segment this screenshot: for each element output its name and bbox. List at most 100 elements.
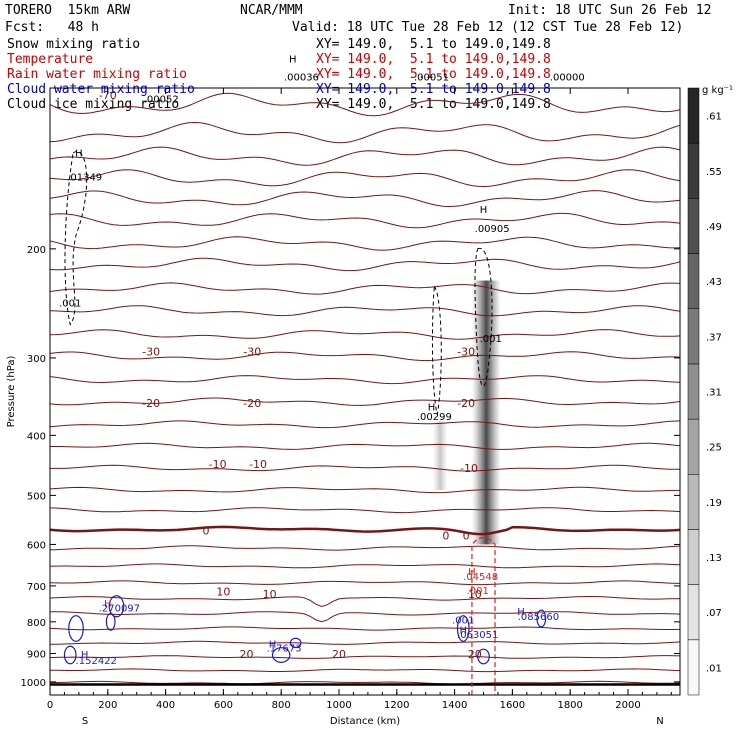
- isotherm-line: [50, 397, 680, 406]
- isotherm-line: [50, 236, 680, 251]
- x-tick-label: 1400: [442, 700, 467, 711]
- extremum-label: .001: [467, 586, 489, 597]
- extremum-label: .01349: [67, 172, 102, 183]
- colorbar-segment: [687, 639, 700, 696]
- isotherm-line: [50, 305, 680, 317]
- isotherm-line: [50, 190, 680, 208]
- isotherm-label: 0: [463, 529, 470, 542]
- isotherm-line: [50, 626, 680, 631]
- cloud-water-contour: [289, 637, 302, 649]
- isotherm-line: [50, 442, 680, 450]
- isotherm-line: [50, 121, 680, 144]
- model-label: TORERO 15km ARW: [5, 3, 131, 18]
- field-snow-name: Snow mixing ratio: [7, 37, 141, 52]
- center-label: NCAR/MMM: [240, 3, 303, 18]
- isotherm-line: [50, 655, 680, 659]
- colorbar-segment: [687, 363, 700, 420]
- x-tick-label: 2000: [615, 700, 640, 711]
- x-tick-label: 200: [98, 700, 117, 711]
- extremum-label: .00000: [550, 73, 585, 84]
- field-temp-name: Temperature: [7, 52, 94, 67]
- colorbar-segment: [687, 142, 700, 199]
- extremum-label: H: [517, 607, 525, 618]
- isotherm-label: -30: [243, 346, 261, 359]
- isotherm-line: [50, 545, 680, 551]
- colorbar-label: .31: [706, 388, 722, 399]
- extremum-label: .001: [480, 334, 502, 345]
- colorbar-segment: [687, 308, 700, 365]
- fcst-label: Fcst: 48 h: [5, 20, 99, 35]
- field-snow-xy: XY= 149.0, 5.1 to 149.0,149.8: [316, 37, 551, 52]
- isotherm-label: 0: [203, 525, 210, 538]
- isotherm-line: [50, 169, 680, 188]
- colorbar-label: .19: [706, 498, 722, 509]
- colorbar-label: .07: [706, 608, 722, 619]
- extremum-label: H: [81, 650, 89, 661]
- extremum-label: H: [104, 599, 112, 610]
- extremum-label: .17673: [267, 643, 302, 654]
- snow-shading-secondary: [432, 421, 448, 490]
- isotherm-line: [50, 668, 680, 673]
- colorbar-label: .43: [706, 277, 722, 288]
- isotherm-label: 10: [468, 588, 482, 601]
- isotherm-line: [50, 580, 680, 586]
- extremum-label: H: [269, 639, 277, 650]
- extremum-label: .085660: [518, 612, 559, 623]
- isotherm-line: [50, 212, 680, 229]
- colorbar-label: .55: [706, 167, 722, 178]
- y-tick-label: 600: [27, 540, 46, 551]
- extremum-label: .00052: [144, 94, 179, 105]
- isotherm-label: -20: [142, 397, 160, 410]
- colorbar-label: .37: [706, 332, 722, 343]
- colorbar-label: .01: [706, 663, 722, 674]
- isotherm-label: 20: [332, 648, 346, 661]
- colorbar-segment: [687, 253, 700, 309]
- isotherm-line: [50, 92, 680, 117]
- colorbar-label: .49: [706, 222, 722, 233]
- colorbar-segment: [687, 529, 700, 585]
- x-tick-label: 800: [272, 700, 291, 711]
- isotherm-label: -20: [457, 397, 475, 410]
- colorbar-units: g kg⁻¹: [702, 85, 733, 96]
- isotherm-label: -70: [99, 89, 117, 102]
- isotherm-line: [50, 282, 680, 295]
- colorbar-label: .13: [706, 553, 722, 564]
- extremum-label: .00905: [475, 224, 510, 235]
- isotherm-line: [50, 611, 680, 623]
- y-axis-label: Pressure (hPa): [6, 356, 17, 428]
- cloud-water-contour: [63, 645, 77, 665]
- isotherm-line: [50, 525, 680, 536]
- isotherm-line: [50, 640, 680, 645]
- cloud-water-contour: [271, 647, 291, 663]
- extremum-label: .00299: [417, 412, 452, 423]
- extremum-label: H: [459, 625, 467, 636]
- isotherm-line: [50, 596, 680, 608]
- y-tick-label: 800: [27, 618, 46, 629]
- extremum-label: .152422: [76, 656, 117, 667]
- isotherm-label: -30: [142, 346, 160, 359]
- y-tick-label: 200: [27, 245, 46, 256]
- x-tick-label: 0: [47, 700, 53, 711]
- valid-label: Valid: 18 UTC Tue 28 Feb 12 (12 CST Tue …: [292, 20, 684, 35]
- field-ice-name: Cloud ice mixing ratio: [7, 97, 180, 112]
- cloud-ice-contour: [431, 285, 442, 415]
- extremum-label: H: [289, 54, 297, 65]
- field-temp-xy: XY= 149.0, 5.1 to 149.0,149.8: [316, 52, 551, 67]
- cloud-ice-contour: [474, 248, 493, 387]
- y-tick-label: 300: [27, 354, 46, 365]
- colorbar-segment: [687, 584, 700, 641]
- colorbar-label: .25: [706, 443, 722, 454]
- isotherm-label: 20: [240, 648, 254, 661]
- isotherm-label: 0: [442, 529, 449, 542]
- extremum-label: H: [480, 205, 488, 216]
- colorbar-segment: [687, 418, 700, 475]
- extremum-label: .04548: [463, 572, 498, 583]
- colorbar-label: .61: [706, 112, 722, 123]
- y-tick-label: 1000: [21, 678, 46, 689]
- init-label: Init: 18 UTC Sun 26 Feb 12: [508, 3, 712, 18]
- extremum-label: .00036: [284, 73, 319, 84]
- isotherm-line: [50, 146, 680, 166]
- x-axis-label: Distance (km): [330, 716, 400, 727]
- field-rain-xy: XY= 149.0, 5.1 to 149.0,149.8: [316, 67, 551, 82]
